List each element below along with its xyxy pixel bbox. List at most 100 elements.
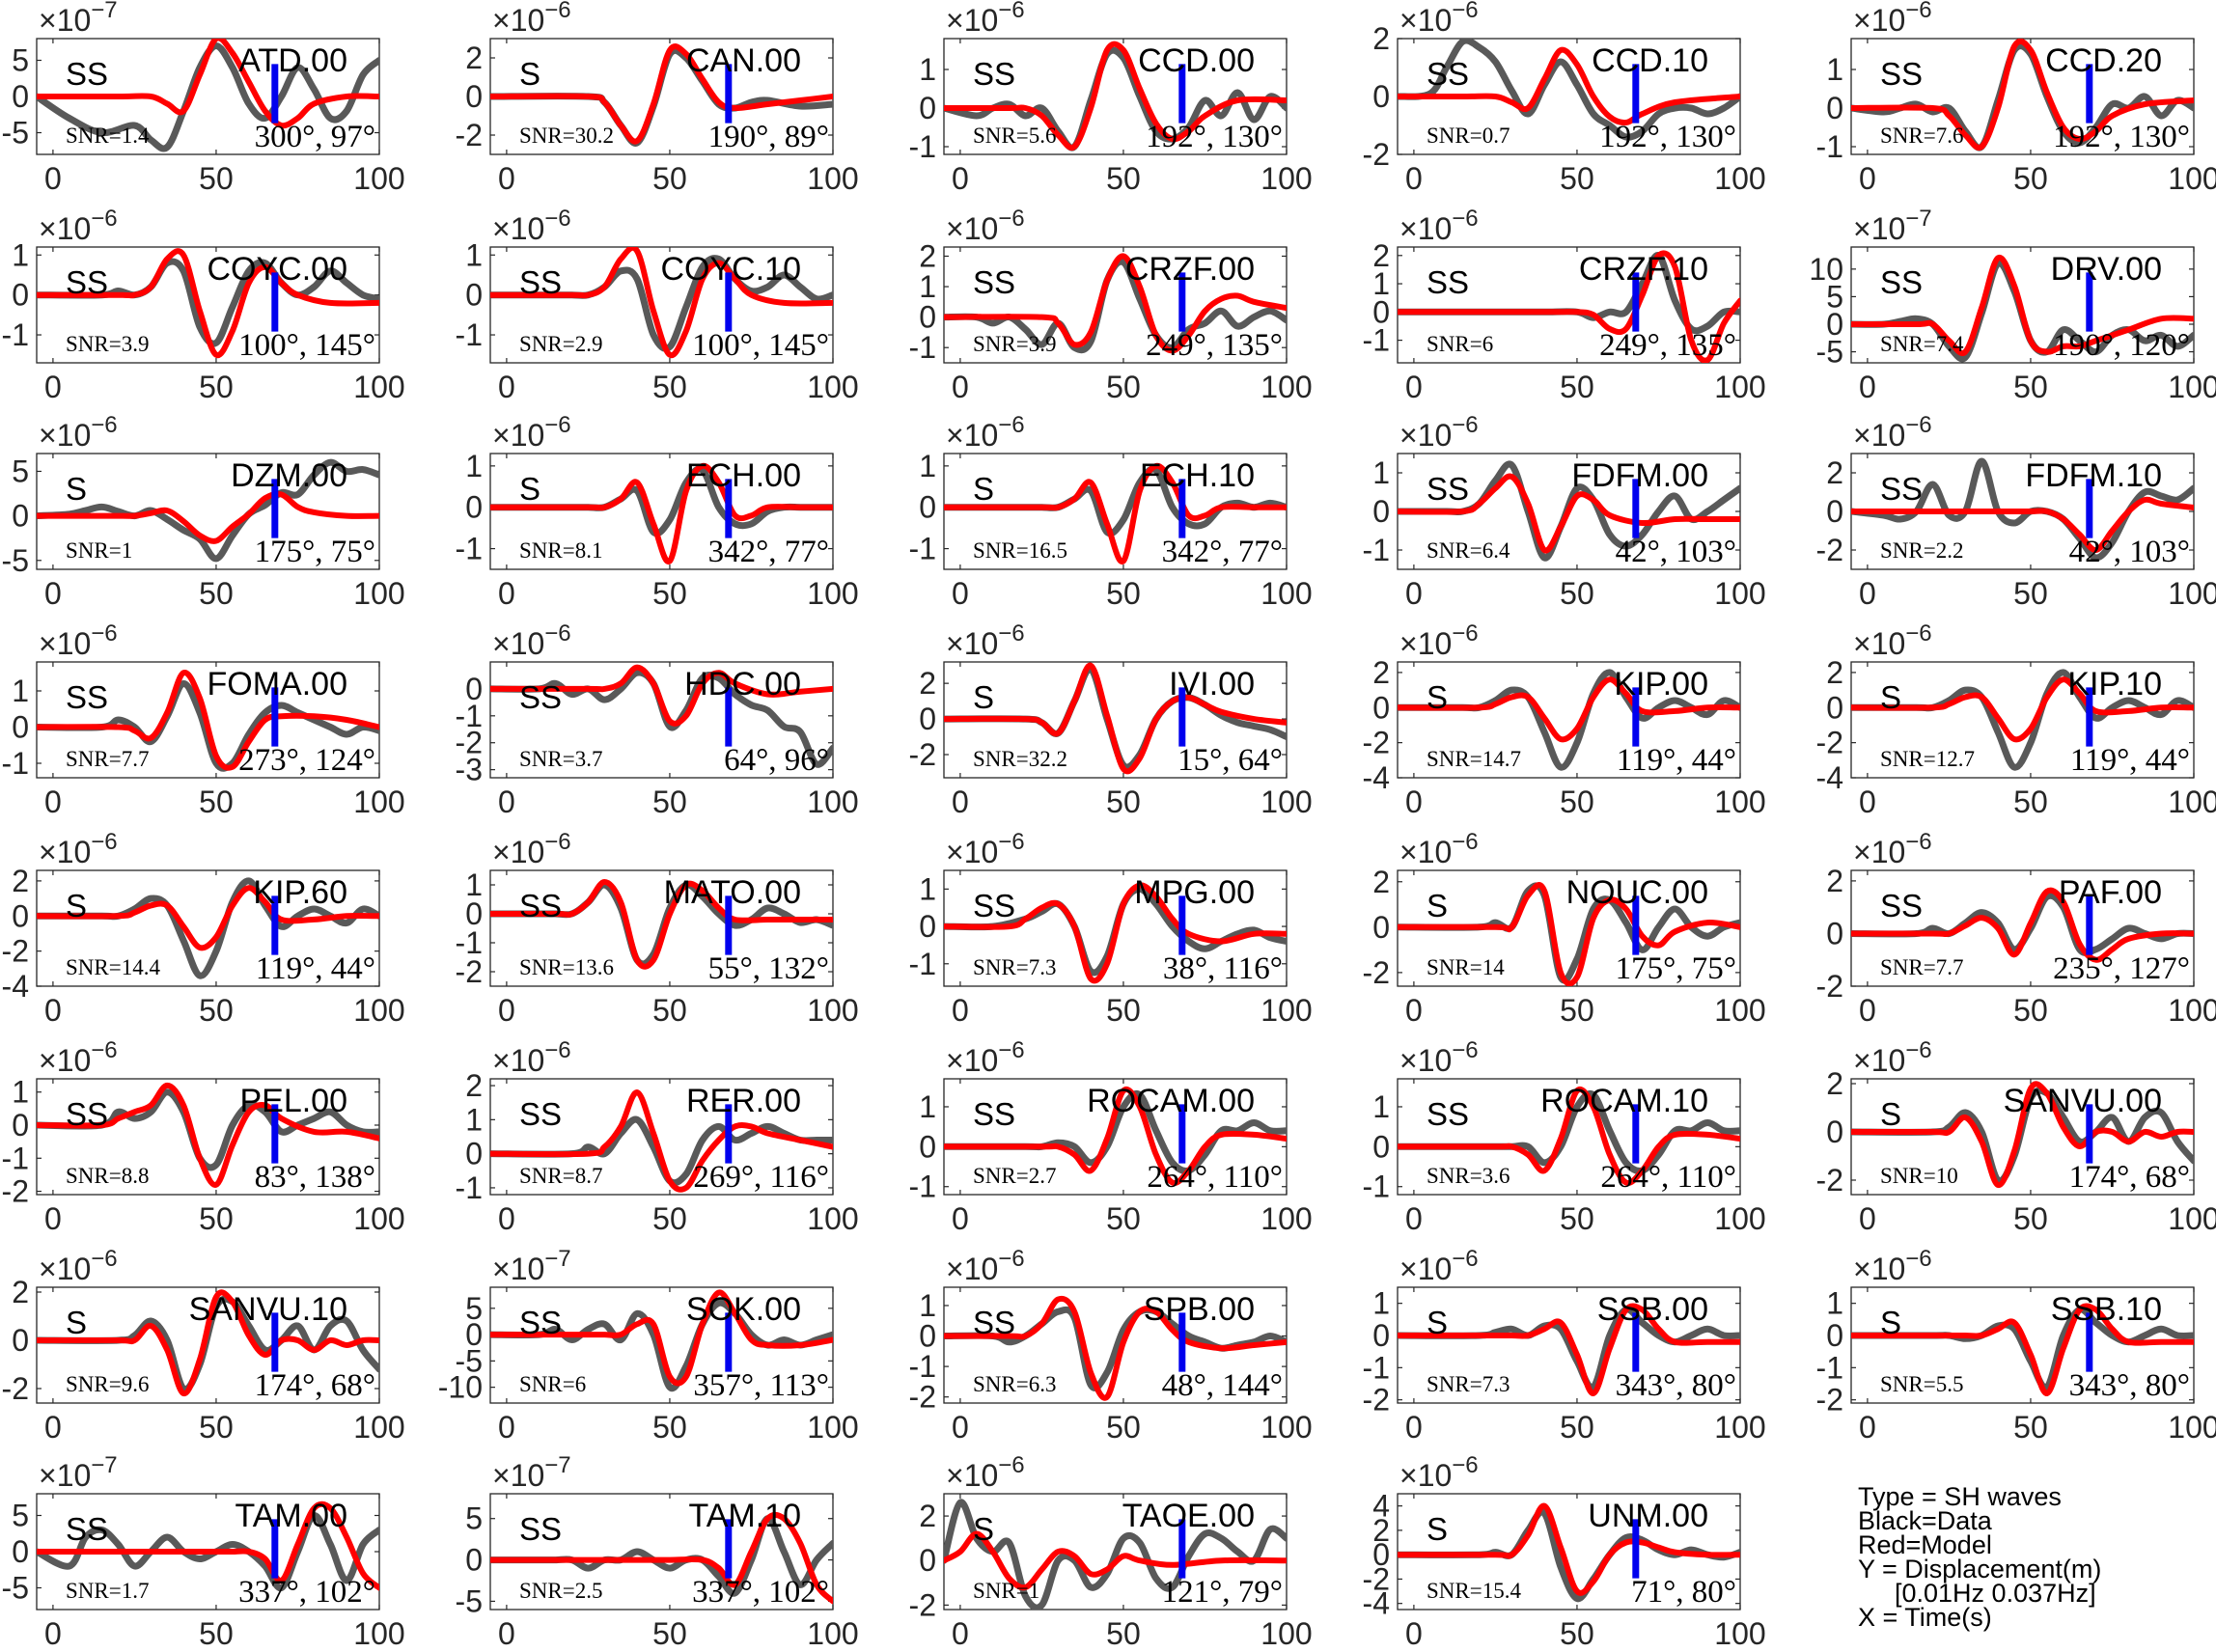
model-trace [1398, 882, 1740, 986]
station-name: SANVU.00 [2004, 1083, 2162, 1119]
azimuth-takeoff-label: 175°, 75° [1616, 951, 1736, 986]
x-tick-label: 50 [1560, 370, 1594, 404]
azimuth-takeoff-label: 264°, 110° [1600, 1160, 1736, 1195]
x-tick-label: 50 [1560, 1201, 1594, 1236]
y-tick-label: 2 [1372, 1513, 1390, 1548]
y-tick-label: 2 [919, 666, 936, 701]
x-tick-label: 0 [44, 161, 62, 196]
legend-line-type: Type = SH waves [1858, 1482, 2062, 1511]
x-tick-label: 0 [1859, 576, 1876, 611]
y-tick-label: 2 [1372, 655, 1390, 690]
x-tick-label: 0 [498, 370, 515, 404]
snr-label: SNR=9.6 [66, 1372, 149, 1396]
y-tick-label: 2 [465, 41, 483, 75]
panel-can-00: 0 50 100 -2 0 2 ×10−6 CAN.00 S SNR=30.2 190°, 89° [456, 0, 859, 196]
azimuth-takeoff-label: 119°, 44° [1617, 743, 1736, 778]
x-tick-label: 0 [1859, 1201, 1876, 1236]
x-tick-label: 50 [1106, 785, 1141, 819]
x-tick-label: 50 [1106, 370, 1141, 404]
azimuth-takeoff-label: 174°, 68° [2069, 1160, 2190, 1195]
y-tick-label: 0 [465, 1137, 483, 1171]
station-name: PAF.00 [2059, 874, 2162, 911]
y-tick-label: 0 [12, 1323, 29, 1358]
y-tick-label: -2 [456, 118, 483, 152]
x-tick-label: 100 [1714, 576, 1765, 611]
y-exponent-power: −6 [544, 206, 570, 232]
station-name: UNM.00 [1588, 1498, 1708, 1534]
model-trace [1851, 39, 2194, 151]
x-tick-label: 0 [1405, 576, 1423, 611]
x-tick-label: 50 [652, 1410, 687, 1445]
y-exponent: ×10−6 [39, 206, 118, 246]
panel-ccd-10: 0 50 100 -2 0 2 ×10−6 CCD.10 SS SNR=0.7 192°, 130° [1363, 0, 1766, 196]
phase-label: SS [66, 1096, 108, 1132]
y-exponent-power: −6 [998, 0, 1024, 23]
y-exponent: ×10−6 [39, 412, 118, 453]
x-tick-label: 0 [1859, 161, 1876, 196]
y-tick-label: 0 [1826, 916, 1843, 950]
x-tick-label: 0 [1859, 785, 1876, 819]
y-exponent-power: −6 [998, 1246, 1024, 1272]
station-name: CCD.10 [1592, 42, 1708, 79]
azimuth-takeoff-label: 15°, 64° [1177, 743, 1283, 778]
y-tick-label: 2 [1826, 455, 1843, 490]
station-name: MATO.00 [664, 874, 801, 911]
y-tick-label: 0 [1826, 1115, 1843, 1149]
panel-ccd-00: 0 50 100 -1 0 1 ×10−6 CCD.00 SS SNR=5.6 192°, 130° [909, 0, 1313, 196]
x-tick-label: 0 [498, 1616, 515, 1651]
data-trace [1398, 39, 1740, 141]
phase-label: S [1427, 679, 1448, 715]
y-tick-label: -1 [456, 699, 483, 733]
x-tick-label: 100 [807, 993, 858, 1028]
x-tick-label: 0 [498, 1410, 515, 1445]
model-trace [944, 1295, 1287, 1401]
azimuth-takeoff-label: 190°, 120° [2053, 328, 2190, 363]
data-trace [944, 1499, 1287, 1610]
y-exponent: ×10−6 [946, 1452, 1025, 1493]
x-tick-label: 0 [1859, 1410, 1876, 1445]
snr-label: SNR=6.3 [973, 1372, 1056, 1396]
y-tick-label: -2 [2, 1371, 29, 1406]
x-tick-label: 100 [807, 161, 858, 196]
azimuth-takeoff-label: 337°, 102° [692, 1575, 829, 1610]
x-tick-label: 100 [807, 1201, 858, 1236]
phase-label: SS [519, 264, 562, 300]
phase-label: SS [1427, 1096, 1469, 1132]
y-tick-label: -1 [909, 1170, 936, 1204]
azimuth-takeoff-label: 83°, 138° [255, 1160, 375, 1195]
y-tick-label: -5 [456, 1343, 483, 1378]
y-exponent: ×10−7 [1853, 206, 1932, 246]
phase-label: SS [1427, 264, 1469, 300]
y-tick-label: 5 [12, 454, 29, 488]
y-tick-label: 1 [919, 1089, 936, 1124]
panel-coyc-00: 0 50 100 -1 0 1 ×10−6 COYC.00 SS SNR=3.9 100°, 145… [2, 206, 405, 404]
y-exponent: ×10−6 [1853, 1037, 1932, 1078]
x-tick-label: 100 [2168, 1201, 2216, 1236]
station-name: ROCAM.10 [1540, 1083, 1708, 1119]
azimuth-takeoff-label: 48°, 144° [1162, 1368, 1283, 1403]
snr-label: SNR=2.2 [1880, 538, 1963, 563]
model-trace [37, 1501, 379, 1591]
station-name: TAOE.00 [1122, 1498, 1255, 1534]
y-tick-label: -5 [2, 116, 29, 151]
y-exponent: ×10−6 [946, 206, 1025, 246]
y-exponent: ×10−6 [1399, 1246, 1479, 1286]
model-trace [944, 41, 1287, 151]
x-tick-label: 0 [952, 1616, 969, 1651]
snr-label: SNR=8.8 [66, 1164, 149, 1188]
x-tick-label: 50 [1106, 1410, 1141, 1445]
x-tick-label: 0 [1859, 370, 1876, 404]
phase-label: S [973, 471, 994, 507]
azimuth-takeoff-label: 100°, 145° [238, 328, 375, 363]
azimuth-takeoff-label: 121°, 79° [1162, 1575, 1283, 1610]
snr-label: SNR=7.6 [1880, 124, 1963, 148]
y-exponent: ×10−6 [1399, 1037, 1479, 1078]
y-exponent: ×10−6 [1399, 620, 1479, 661]
phase-label: SS [1880, 264, 1923, 300]
y-exponent-power: −6 [91, 206, 117, 232]
